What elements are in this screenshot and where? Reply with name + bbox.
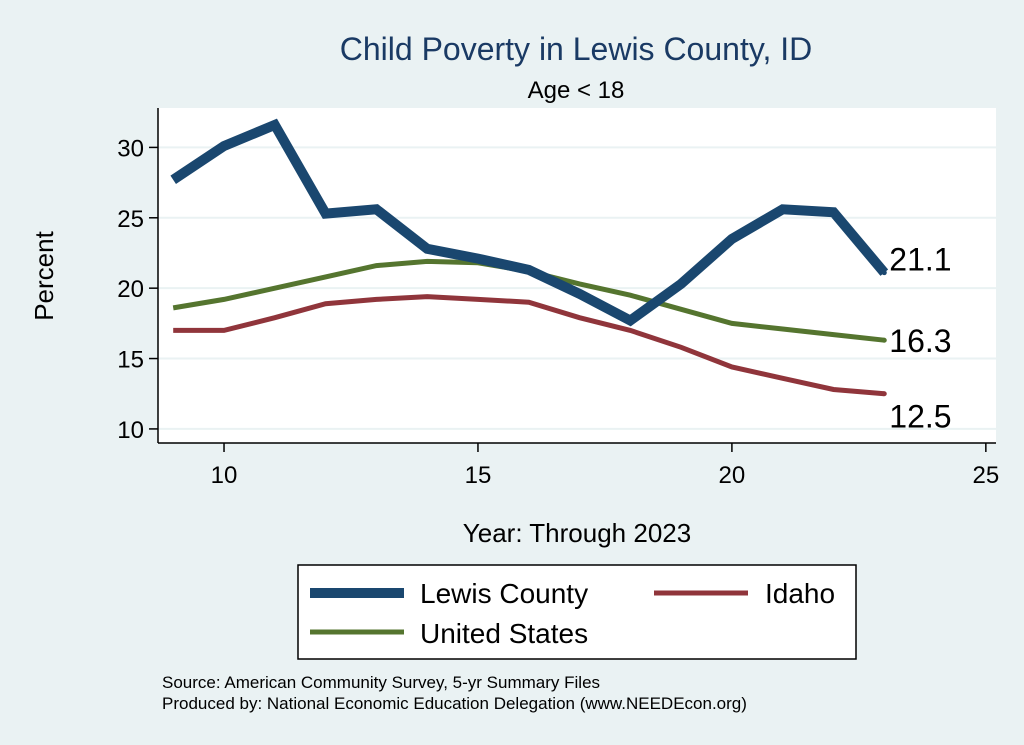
y-tick-label: 10: [117, 417, 144, 444]
legend-label-united-states: United States: [420, 618, 588, 649]
x-tick-label: 10: [211, 462, 238, 489]
end-value-label: 21.1: [889, 242, 951, 278]
legend-label-lewis-county: Lewis County: [420, 578, 588, 609]
chart-subtitle: Age < 18: [528, 77, 625, 104]
legend-label-idaho: Idaho: [765, 578, 835, 609]
x-axis: 10 15 20 25: [158, 442, 999, 489]
y-tick-label: 20: [117, 276, 144, 303]
source-note: Source: American Community Survey, 5-yr …: [162, 673, 600, 692]
end-marker: [881, 391, 887, 397]
series-line-idaho: [173, 294, 885, 397]
y-tick-label: 30: [117, 135, 144, 162]
y-axis: 10 15 20 25 30: [117, 108, 159, 444]
series-line-lewis-county: [170, 118, 889, 327]
series-lines: [170, 118, 889, 397]
x-tick-label: 20: [719, 462, 746, 489]
legend: Lewis County Idaho United States: [297, 564, 857, 660]
chart-title: Child Poverty in Lewis County, ID: [340, 31, 812, 67]
end-value-label: 16.3: [889, 323, 951, 359]
end-value-label: 12.5: [889, 399, 951, 435]
end-marker: [881, 337, 887, 343]
y-tick-label: 15: [117, 347, 144, 374]
x-axis-title: Year: Through 2023: [463, 518, 691, 548]
legend-box: [297, 564, 857, 660]
y-tick-label: 25: [117, 206, 144, 233]
producer-note: Produced by: National Economic Education…: [162, 694, 747, 713]
x-tick-label: 15: [465, 462, 492, 489]
x-tick-label: 25: [972, 462, 999, 489]
end-marker: [881, 270, 887, 276]
y-axis-title: Percent: [29, 230, 59, 320]
end-labels: 21.1 12.5 16.3: [881, 242, 952, 435]
